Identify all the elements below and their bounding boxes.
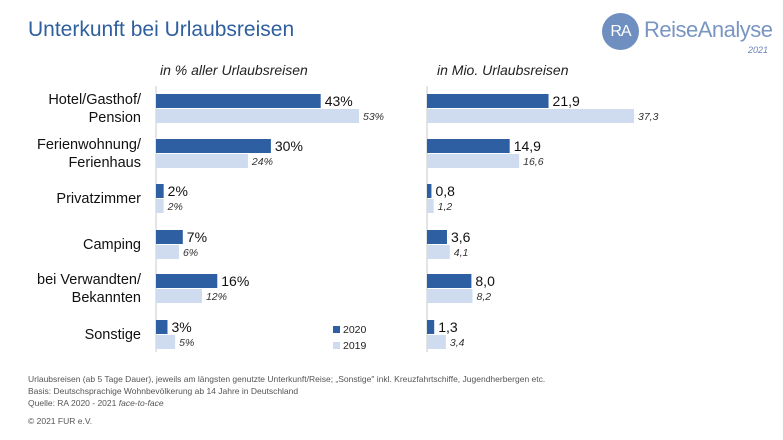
value-label-2019: 24% xyxy=(251,156,273,168)
value-label-2020: 0,8 xyxy=(435,183,455,199)
value-label-2019: 53% xyxy=(363,111,384,123)
bar-2019 xyxy=(156,245,179,259)
logo-mark: RA xyxy=(602,13,639,50)
value-label-2020: 16% xyxy=(221,273,249,289)
bar-2020 xyxy=(427,320,435,334)
value-label-2020: 30% xyxy=(275,138,303,154)
value-label-2020: 43% xyxy=(325,93,353,109)
value-label-2019: 1,2 xyxy=(438,201,453,213)
bar-2019 xyxy=(427,199,434,213)
bar-2020 xyxy=(156,94,321,108)
value-label-2019: 2% xyxy=(167,201,183,213)
page-title: Unterkunft bei Urlaubsreisen xyxy=(28,18,295,41)
legend-label-2019: 2019 xyxy=(343,340,367,352)
bar-2019 xyxy=(156,154,248,168)
bar-2020 xyxy=(156,139,271,153)
value-label-2020: 3,6 xyxy=(451,229,471,245)
bar-2020 xyxy=(156,320,168,334)
footnote-source: Quelle: RA 2020 - 2021 face-to-face xyxy=(28,398,164,408)
right-chart-title: in Mio. Urlaubsreisen xyxy=(437,62,569,78)
bar-2019 xyxy=(156,199,164,213)
bar-2019 xyxy=(156,289,202,303)
bar-2020 xyxy=(427,94,549,108)
value-label-2019: 5% xyxy=(179,337,194,349)
copyright: © 2021 FUR e.V. xyxy=(28,416,93,426)
category-label: Ferienhaus xyxy=(68,155,141,171)
value-label-2019: 3,4 xyxy=(450,337,465,349)
legend-swatch-2020 xyxy=(333,326,340,333)
bar-2020 xyxy=(156,230,183,244)
bar-2020 xyxy=(156,274,218,288)
logo-name: ReiseAnalyse xyxy=(644,17,773,42)
value-label-2019: 4,1 xyxy=(454,247,469,259)
bar-2019 xyxy=(156,109,359,123)
value-label-2020: 21,9 xyxy=(553,93,580,109)
category-label: Hotel/Gasthof/ xyxy=(48,92,142,108)
value-label-2020: 2% xyxy=(168,183,188,199)
value-label-2019: 12% xyxy=(206,291,227,303)
bar-2019 xyxy=(427,154,520,168)
footnote-definition: Urlaubsreisen (ab 5 Tage Dauer), jeweils… xyxy=(28,374,546,384)
bar-2019 xyxy=(427,245,450,259)
bar-2019 xyxy=(427,335,446,349)
bar-2020 xyxy=(427,230,447,244)
reiseanalyse-logo: RA ReiseAnalyse 2021 xyxy=(602,11,774,57)
bar-2020 xyxy=(156,184,164,198)
value-label-2019: 16,6 xyxy=(523,156,544,168)
value-label-2020: 7% xyxy=(187,229,207,245)
category-label: Ferienwohnung/ xyxy=(37,137,142,153)
value-label-2020: 8,0 xyxy=(475,273,495,289)
bar-2019 xyxy=(427,109,635,123)
value-label-2019: 8,2 xyxy=(477,291,492,303)
bar-2019 xyxy=(427,289,473,303)
bar-2020 xyxy=(427,274,472,288)
category-label: Pension xyxy=(89,110,141,126)
value-label-2019: 6% xyxy=(183,247,198,259)
footnote-basis: Basis: Deutschsprachige Wohnbevölkerung … xyxy=(28,386,299,396)
legend-label-2020: 2020 xyxy=(343,324,367,336)
category-label: bei Verwandten/ xyxy=(37,272,142,288)
bar-2020 xyxy=(427,139,510,153)
bar-2020 xyxy=(427,184,432,198)
value-label-2019: 37,3 xyxy=(638,111,659,123)
left-chart-title: in % aller Urlaubsreisen xyxy=(160,62,308,78)
category-label: Sonstige xyxy=(85,327,141,343)
logo-year: 2021 xyxy=(747,45,768,55)
category-label: Privatzimmer xyxy=(56,191,141,207)
bar-2019 xyxy=(156,335,176,349)
value-label-2020: 14,9 xyxy=(514,138,541,154)
value-label-2020: 3% xyxy=(171,319,191,335)
value-label-2020: 1,3 xyxy=(438,319,458,335)
category-label: Camping xyxy=(83,237,141,253)
category-label: Bekannten xyxy=(72,290,141,306)
legend-swatch-2019 xyxy=(333,342,340,349)
